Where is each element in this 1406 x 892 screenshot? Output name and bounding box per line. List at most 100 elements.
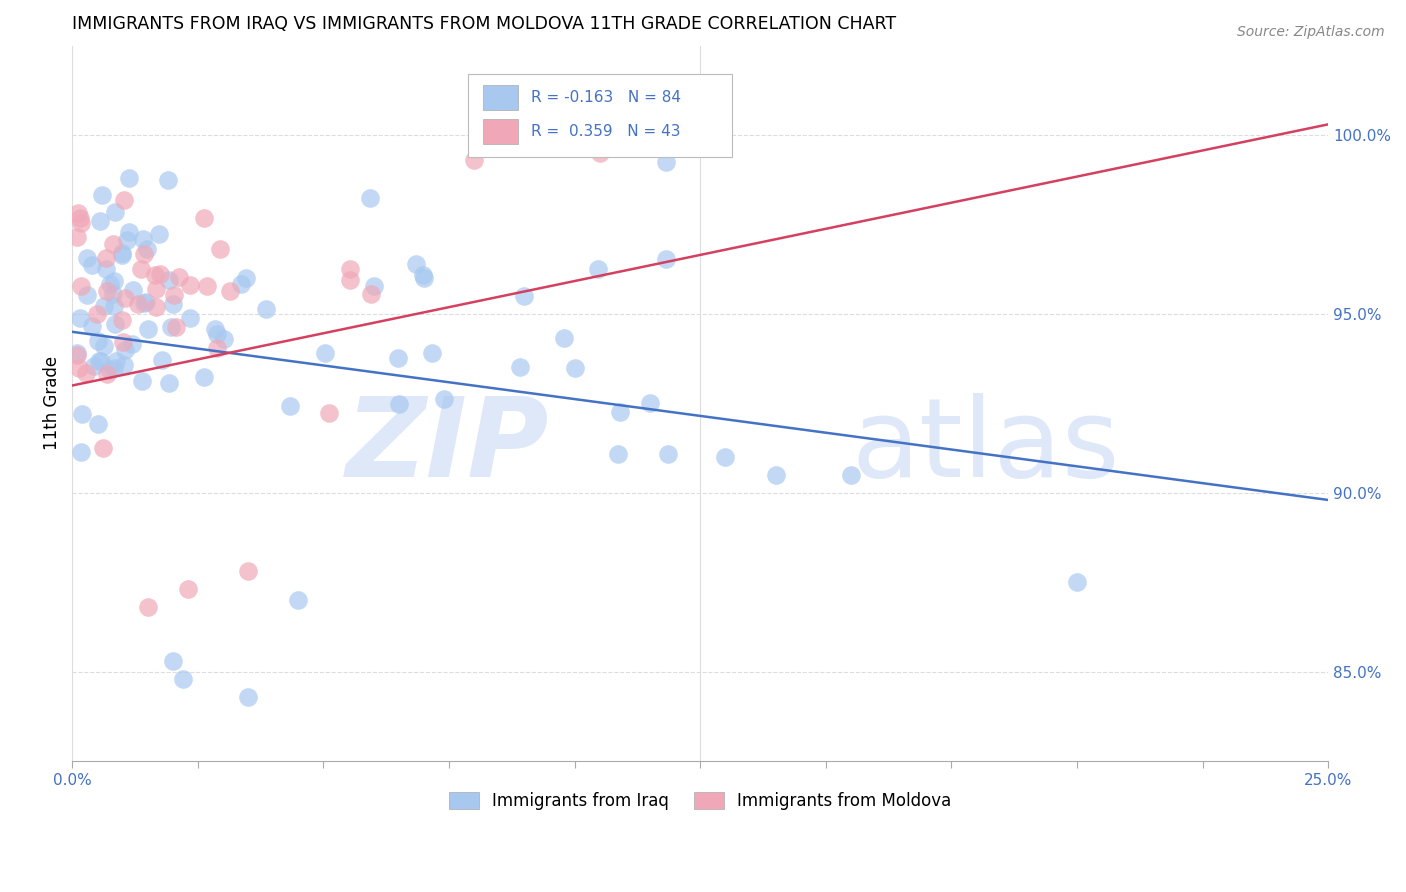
Point xyxy=(654,155,676,169)
Point xyxy=(236,690,259,704)
Point xyxy=(111,313,134,327)
Point xyxy=(169,269,191,284)
Point xyxy=(69,279,91,293)
Point xyxy=(235,270,257,285)
Point xyxy=(405,257,427,271)
Point xyxy=(80,318,103,333)
Point xyxy=(145,282,167,296)
Point xyxy=(278,399,301,413)
Point xyxy=(145,300,167,314)
Point xyxy=(143,268,166,282)
Text: IMMIGRANTS FROM IRAQ VS IMMIGRANTS FROM MOLDOVA 11TH GRADE CORRELATION CHART: IMMIGRANTS FROM IRAQ VS IMMIGRANTS FROM … xyxy=(72,15,897,33)
Point xyxy=(204,322,226,336)
Point xyxy=(219,284,242,298)
Point xyxy=(433,392,456,406)
Point xyxy=(96,284,118,298)
Point xyxy=(162,654,184,668)
Point xyxy=(388,397,411,411)
Point xyxy=(112,358,135,372)
Point xyxy=(387,351,409,366)
Legend: Immigrants from Iraq, Immigrants from Moldova: Immigrants from Iraq, Immigrants from Mo… xyxy=(441,786,959,817)
Point xyxy=(90,353,112,368)
Point xyxy=(118,225,141,239)
Point xyxy=(75,366,97,380)
Point xyxy=(93,299,115,313)
Point xyxy=(66,205,89,219)
Point xyxy=(103,299,125,313)
Point xyxy=(765,467,787,482)
Point xyxy=(420,346,443,360)
Point xyxy=(360,287,382,301)
Point xyxy=(207,327,229,342)
Point xyxy=(148,227,170,242)
Point xyxy=(111,248,134,262)
Point xyxy=(193,211,215,226)
Point xyxy=(76,288,98,302)
Point xyxy=(165,320,187,334)
Point xyxy=(69,211,91,226)
Point xyxy=(132,232,155,246)
Point xyxy=(150,353,173,368)
Point xyxy=(129,262,152,277)
Point xyxy=(657,447,679,461)
Text: atlas: atlas xyxy=(851,392,1119,500)
Point xyxy=(229,277,252,292)
Point xyxy=(159,319,181,334)
Point xyxy=(553,331,575,345)
FancyBboxPatch shape xyxy=(482,85,517,110)
Point xyxy=(86,417,108,431)
Point xyxy=(654,252,676,266)
Point xyxy=(318,406,340,420)
Point xyxy=(98,277,121,291)
Point xyxy=(90,188,112,202)
Point xyxy=(103,360,125,375)
Point xyxy=(148,268,170,282)
Point xyxy=(609,405,631,419)
Point xyxy=(135,295,157,310)
Point xyxy=(156,173,179,187)
Y-axis label: 11th Grade: 11th Grade xyxy=(44,356,60,450)
Point xyxy=(254,302,277,317)
Point xyxy=(207,341,229,355)
Point xyxy=(607,447,630,461)
Point xyxy=(104,354,127,368)
Point xyxy=(66,346,89,360)
Point xyxy=(177,582,200,597)
Point xyxy=(103,274,125,288)
Point xyxy=(564,360,586,375)
Point xyxy=(118,171,141,186)
Point xyxy=(132,296,155,310)
Point xyxy=(103,236,125,251)
Point xyxy=(66,230,89,244)
Point xyxy=(136,600,159,615)
Point xyxy=(136,322,159,336)
Point xyxy=(101,287,124,301)
Text: R = -0.163   N = 84: R = -0.163 N = 84 xyxy=(530,90,681,105)
Point xyxy=(96,367,118,381)
Point xyxy=(209,242,232,256)
Point xyxy=(76,251,98,265)
Point xyxy=(363,278,385,293)
Point xyxy=(112,194,135,208)
Point xyxy=(638,128,661,142)
Text: ZIP: ZIP xyxy=(346,392,550,500)
Point xyxy=(94,251,117,265)
Point xyxy=(114,343,136,357)
Point xyxy=(339,261,361,276)
Point xyxy=(839,467,862,482)
Point xyxy=(163,288,186,302)
Point xyxy=(70,216,93,230)
Point xyxy=(70,407,93,421)
Point xyxy=(111,246,134,260)
FancyBboxPatch shape xyxy=(482,119,517,144)
Point xyxy=(69,311,91,326)
Point xyxy=(172,672,194,686)
Point xyxy=(83,359,105,373)
Point xyxy=(412,271,434,285)
Point xyxy=(157,273,180,287)
FancyBboxPatch shape xyxy=(468,74,731,157)
Point xyxy=(91,441,114,455)
Point xyxy=(111,335,134,350)
Point xyxy=(87,334,110,348)
Point xyxy=(136,242,159,256)
